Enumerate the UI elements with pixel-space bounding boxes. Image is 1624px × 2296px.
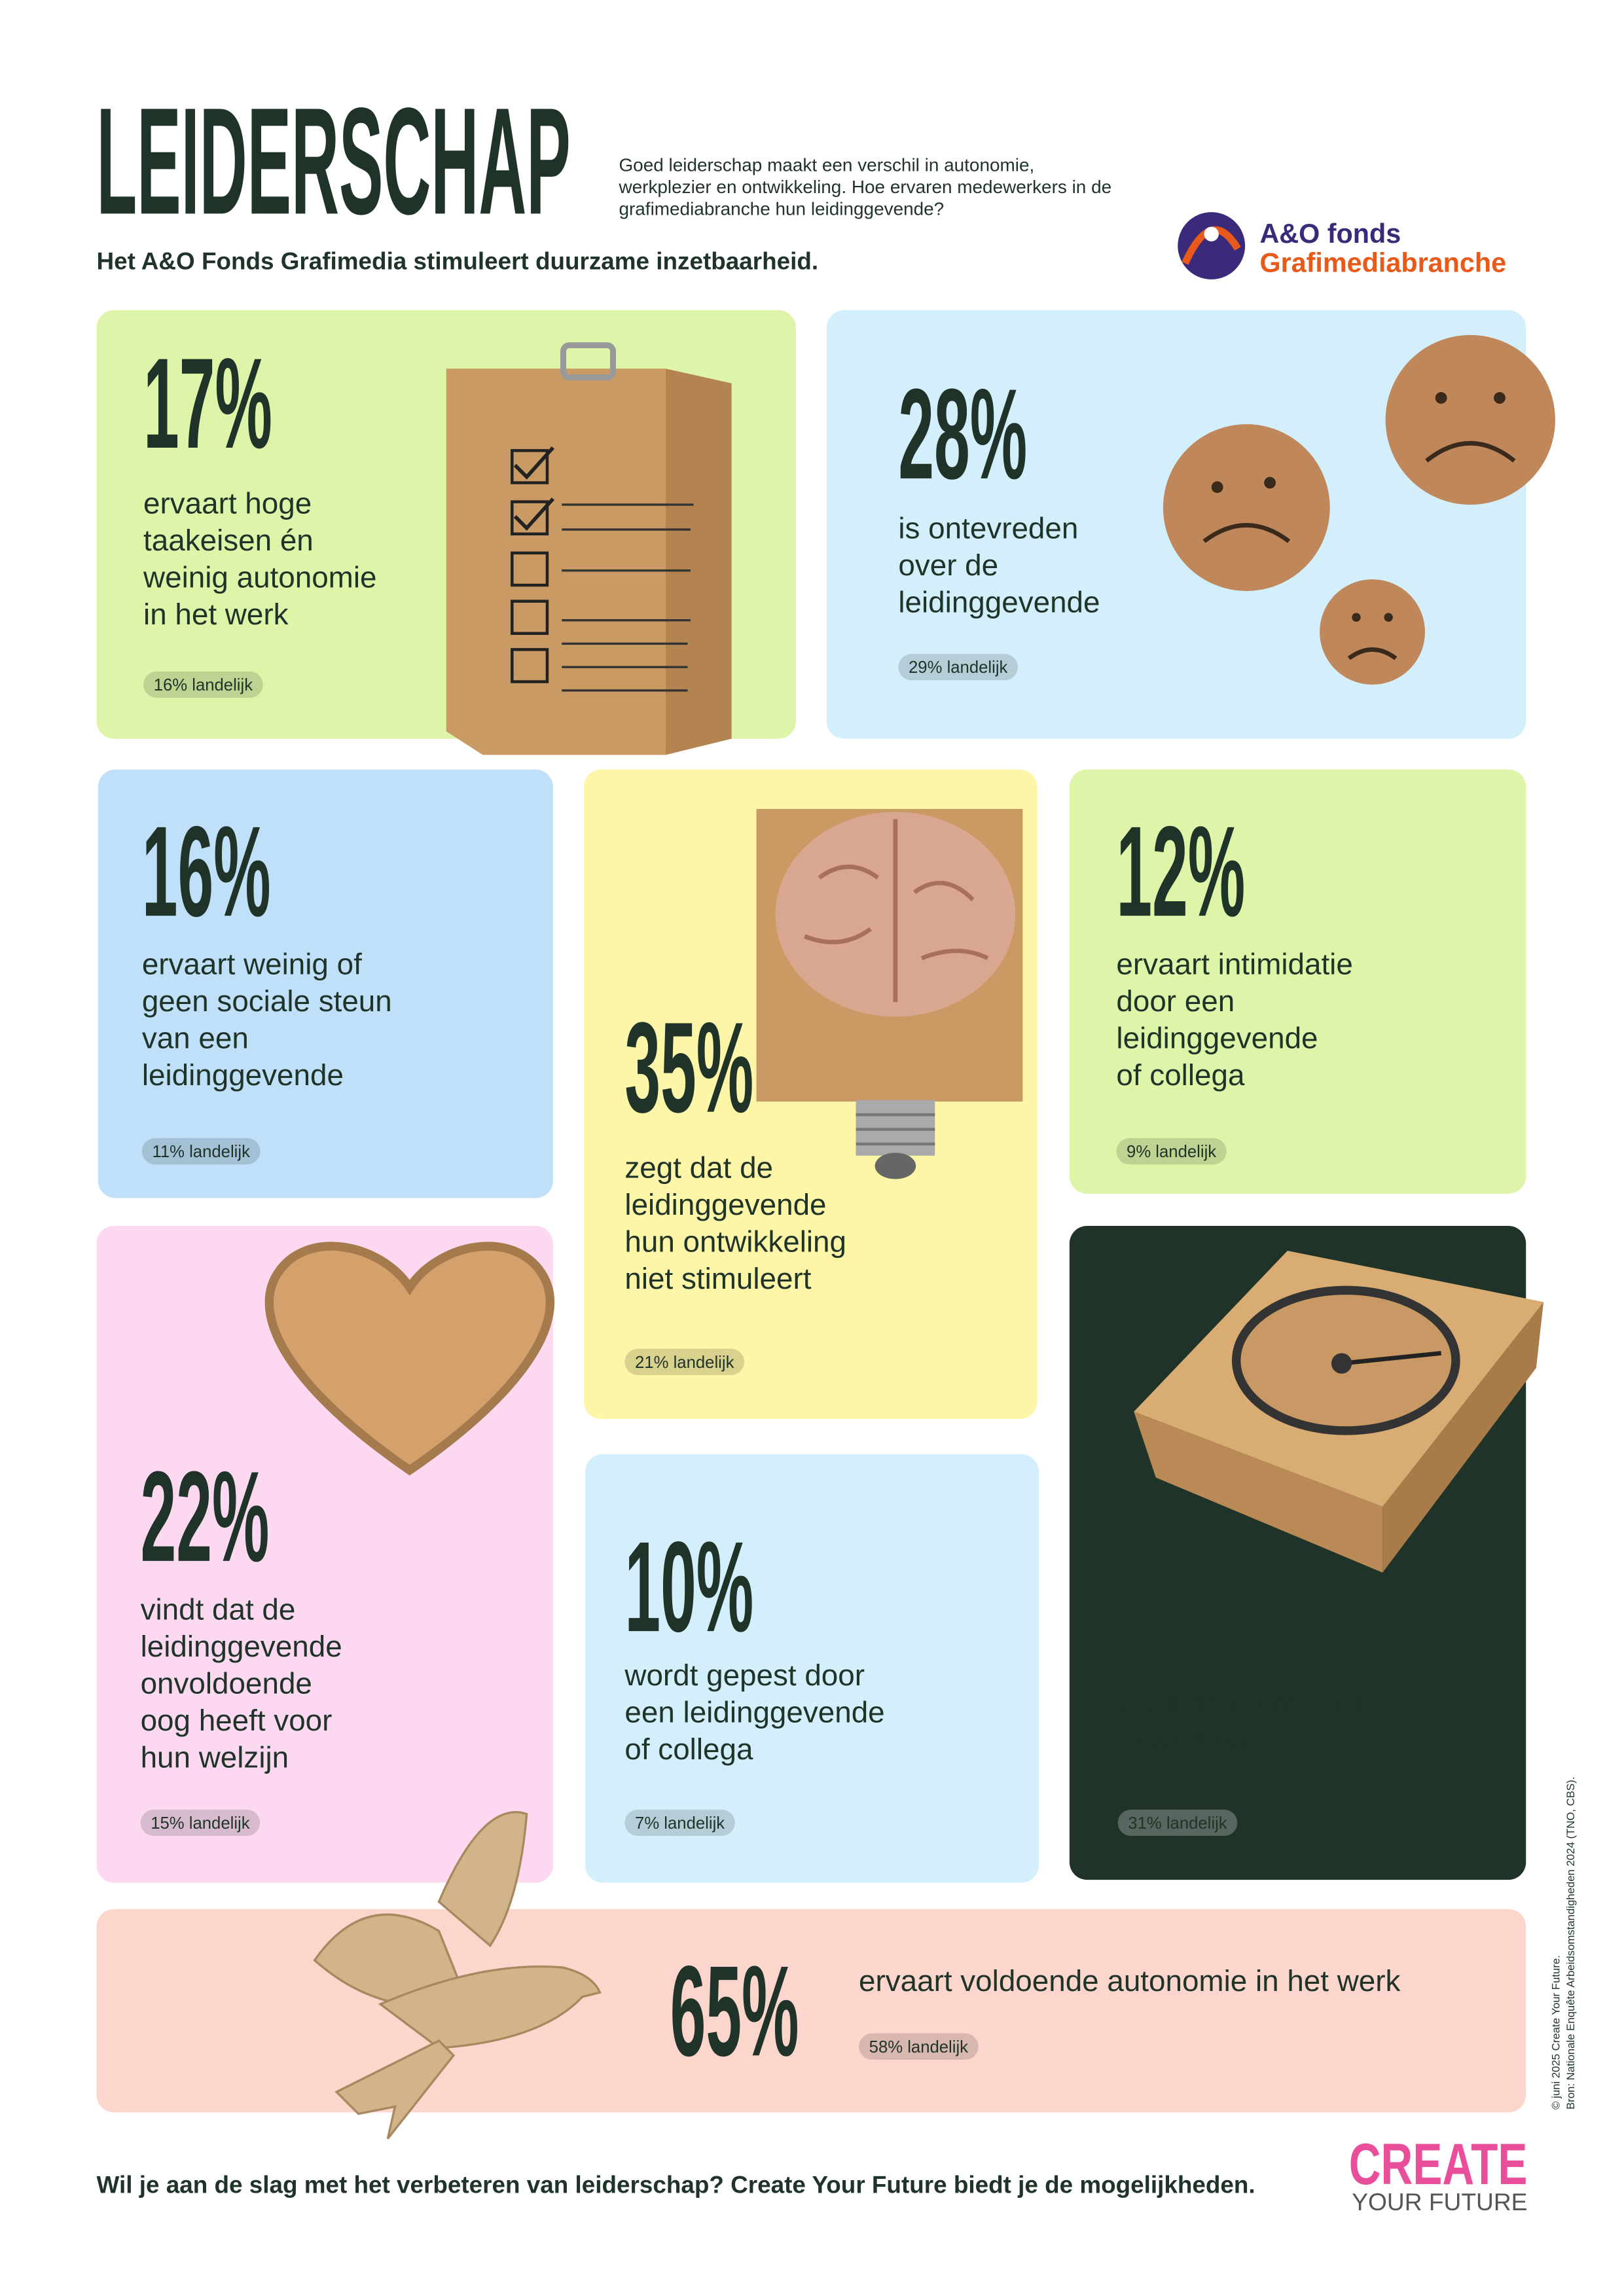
dove [313, 1811, 602, 2140]
note-pill [624, 1809, 735, 1837]
value: 65% [670, 1939, 799, 2083]
value-group: 35% [624, 995, 753, 1139]
value: 28% [898, 362, 1027, 506]
description-line: weinig autonomie [143, 561, 376, 594]
gauge-box [1134, 1251, 1544, 1573]
note: 15% landelijk [151, 1814, 250, 1833]
description-line: is ontevreden [898, 512, 1078, 545]
note-pill [859, 2033, 979, 2060]
value: 16% [142, 799, 271, 943]
card [98, 769, 553, 1198]
value: 34% [1118, 1536, 1247, 1680]
description-line: leidinggevende [898, 586, 1100, 619]
value-group: 17% [143, 331, 272, 475]
footer-text: Wil je aan de slag met het verbeteren va… [97, 2171, 1255, 2198]
description-line: leidinggevende [142, 1058, 344, 1092]
value-group: 65% [670, 1939, 799, 2083]
value: 17% [143, 331, 272, 475]
cards: 17% ervaart hoge taakeisen én weinig autono… [96, 310, 1526, 2113]
note-pill [898, 654, 1019, 681]
description-line: vindt dat de [141, 1592, 296, 1626]
note: 29% landelijk [909, 658, 1008, 677]
description-line: taakeisen én [143, 524, 314, 557]
note: 31% landelijk [1128, 1814, 1227, 1833]
copyright: © juni 2025 Create Your Future. [1550, 1955, 1562, 2109]
create-tagline: YOUR FUTURE [1352, 2189, 1527, 2215]
source: Bron: Nationale Enquête Arbeidsomstandig… [1564, 1777, 1577, 2109]
description-line: leidinggevende [1116, 1022, 1318, 1055]
note: 11% landelijk [152, 1143, 250, 1161]
value-group: 34% [1118, 1536, 1247, 1680]
description-line: ervaart intimidatie [1116, 948, 1352, 981]
value: 12% [1116, 799, 1245, 943]
value-group: 16% [142, 799, 271, 943]
note-pill [143, 671, 263, 698]
note-pill [140, 1809, 261, 1837]
value-group: 28% [898, 362, 1027, 506]
card [585, 1454, 1039, 1883]
description-line: onvoldoende [141, 1666, 312, 1700]
description-line: te werken [1118, 1725, 1248, 1758]
description-line: leidinggevende [141, 1630, 342, 1663]
description-line: wordt gepest door [624, 1659, 865, 1692]
value: 10% [624, 1515, 753, 1659]
description-line: van een [142, 1022, 249, 1055]
description-line: een leidinggevende [624, 1695, 884, 1729]
card [1069, 769, 1526, 1194]
note: 9% landelijk [1127, 1143, 1216, 1161]
description-line: ervaart hoge [143, 487, 312, 520]
intro-line: grafimediabranche hun leidinggevende? [619, 199, 944, 219]
logo-branch: Grafimediabranche [1259, 248, 1506, 278]
intro-line: Goed leiderschap maakt een verschil in a… [619, 155, 1034, 175]
value-group: 10% [624, 1515, 753, 1659]
description-line: hun welzijn [141, 1740, 289, 1774]
value-group: 12% [1116, 799, 1245, 943]
description-line: of collega [624, 1732, 753, 1766]
description-line: over de [898, 548, 998, 582]
brain-bulb [756, 809, 1023, 1179]
subtitle: Het A&O Fonds Grafimedia stimuleert duur… [97, 247, 819, 274]
note: 16% landelijk [154, 676, 253, 694]
description-line: ervaart voldoende autonomie in het werk [859, 1964, 1400, 1998]
logo-name: A&O fonds [1259, 219, 1401, 249]
sad-faces [1163, 334, 1555, 685]
heart [264, 1242, 555, 1476]
intro-line: werkplezier en ontwikkeling. Hoe ervaren… [618, 177, 1111, 197]
description-line: of collega [1116, 1058, 1245, 1092]
description-line: in het werk [143, 598, 289, 631]
description-line: oog heeft voor [141, 1704, 333, 1737]
title: LEIDERSCHAP [97, 77, 571, 246]
note-pill [141, 1138, 261, 1165]
note-pill [624, 1348, 745, 1376]
note-pill [1116, 1138, 1227, 1165]
description-line: door een [1116, 984, 1235, 1018]
note: 21% landelijk [635, 1354, 734, 1372]
note: 7% landelijk [635, 1814, 725, 1833]
create-logo: CREATE [1349, 2131, 1528, 2197]
description-line: zegt dat de [624, 1151, 773, 1184]
description-line: hun ontwikkeling [624, 1225, 846, 1258]
value-group: 22% [141, 1444, 270, 1588]
note: 58% landelijk [869, 2038, 969, 2056]
card [96, 1909, 1526, 2113]
description-line: ervaart weinig of [142, 948, 362, 981]
clipboard-box [446, 342, 732, 755]
description-line: voelt druk om snel [1118, 1688, 1362, 1721]
value: 35% [624, 995, 753, 1139]
note-pill [1117, 1809, 1238, 1837]
description-line: geen sociale steun [142, 984, 392, 1018]
fund-logo: A&O fonds Grafimediabranche [1178, 212, 1506, 279]
value: 22% [141, 1444, 270, 1588]
description-line: leidinggevende [624, 1188, 826, 1221]
description-line: niet stimuleert [624, 1262, 811, 1295]
